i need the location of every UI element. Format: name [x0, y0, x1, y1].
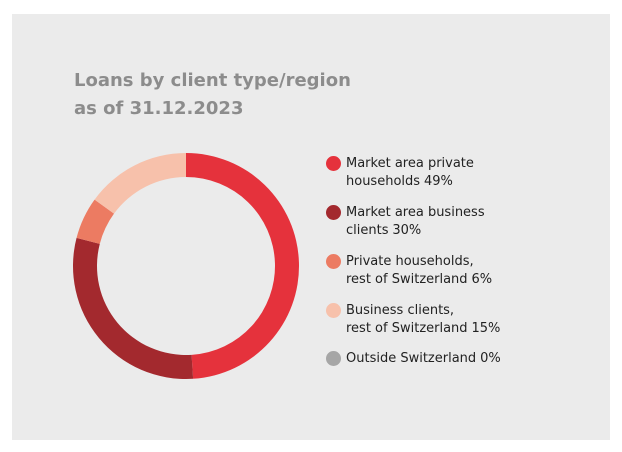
legend-label: Outside Switzerland — [346, 351, 477, 366]
donut-slice — [94, 153, 186, 214]
legend-value: 6% — [471, 272, 493, 287]
legend-label: Market area business clients — [346, 205, 485, 238]
legend-item: Outside Switzerland 0% — [326, 350, 501, 368]
legend-value: 0% — [480, 351, 501, 366]
chart-title: Loans by client type/region — [74, 70, 351, 91]
legend-value: 30% — [392, 223, 422, 238]
donut-slice — [73, 237, 194, 379]
legend-value: 15% — [471, 321, 501, 336]
legend-value: 49% — [423, 174, 453, 189]
chart-panel: Loans by client type/region as of 31.12.… — [12, 14, 610, 440]
legend-label: Market area private households — [346, 156, 474, 189]
legend-swatch — [326, 254, 341, 269]
donut-slice — [186, 153, 299, 379]
legend-item: Market area business clients 30% — [326, 204, 485, 240]
legend-label: Private households, rest of Switzerland — [346, 254, 474, 287]
legend-item: Market area private households 49% — [326, 155, 474, 191]
legend-swatch — [326, 351, 341, 366]
legend-item: Business clients, rest of Switzerland 15% — [326, 302, 501, 338]
donut-slice — [76, 199, 114, 244]
legend-item: Private households, rest of Switzerland 6… — [326, 253, 493, 289]
legend-label: Business clients, rest of Switzerland — [346, 303, 468, 336]
legend-swatch — [326, 156, 341, 171]
legend-swatch — [326, 205, 341, 220]
donut — [73, 153, 299, 379]
chart-subtitle: as of 31.12.2023 — [74, 98, 244, 119]
legend-swatch — [326, 303, 341, 318]
